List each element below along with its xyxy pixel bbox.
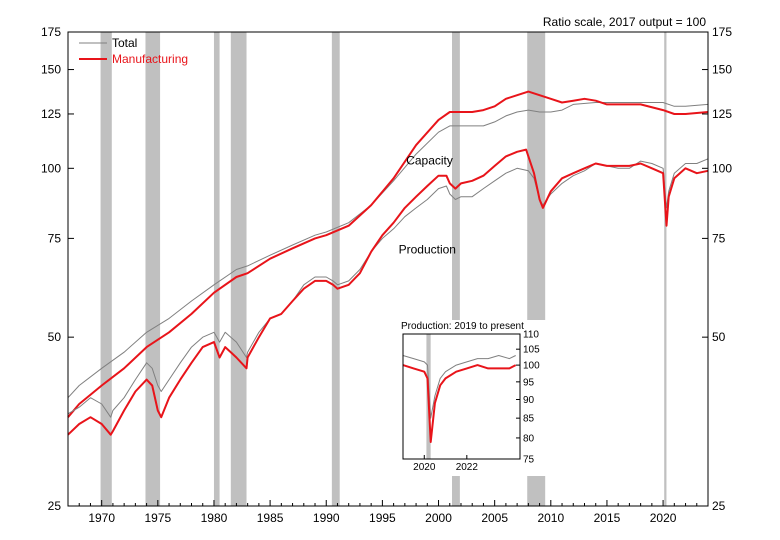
axes: 25 25 50 50 75 75 100 100 125 125 150 150 175 175 1970… <box>41 25 732 525</box>
x-tick-label-7: 2005 <box>481 511 508 525</box>
series-line-3 <box>67 148 709 436</box>
inset-y-tick-label-6: 105 <box>523 345 540 356</box>
plot-frame <box>67 31 709 507</box>
y-tick-label-left-4: 125 <box>41 107 61 121</box>
inset-title: Production: 2019 to present <box>401 321 524 332</box>
y-tick-label-left-0: 25 <box>48 499 62 513</box>
x-tick-label-9: 2015 <box>594 511 621 525</box>
series-line-0 <box>67 102 709 399</box>
y-tick-label-right-1: 50 <box>712 330 726 344</box>
inset-series-line-1 <box>402 364 517 443</box>
y-tick-label-left-1: 50 <box>48 330 62 344</box>
y-tick-label-left-5: 150 <box>41 63 61 77</box>
inset-y-tick-label-2: 85 <box>523 414 535 425</box>
y-tick-label-left-3: 100 <box>41 161 61 175</box>
y-tick-label-right-4: 125 <box>712 107 732 121</box>
x-tick-label-3: 1985 <box>257 511 284 525</box>
inset-y-tick-label-5: 100 <box>523 361 540 372</box>
recession-band-4 <box>331 32 340 506</box>
scale-note: Ratio scale, 2017 output = 100 <box>543 15 706 29</box>
y-tick-label-left-2: 75 <box>48 231 62 245</box>
legend: Total Manufacturing <box>79 36 188 66</box>
legend-label-manufacturing: Manufacturing <box>112 52 188 66</box>
series-line-2 <box>67 158 709 418</box>
x-tick-label-1: 1975 <box>144 511 171 525</box>
inset-background <box>397 320 548 476</box>
inset-chart: 75 80 85 90 95 100 105 110 2020 2022 Production: 2… <box>397 320 548 476</box>
series-line-1 <box>67 90 709 418</box>
y-tick-label-right-3: 100 <box>712 161 732 175</box>
legend-label-total: Total <box>112 36 137 50</box>
y-tick-label-right-2: 75 <box>712 231 726 245</box>
x-tick-label-2: 1980 <box>201 511 228 525</box>
x-tick-label-5: 1995 <box>369 511 396 525</box>
series-lines <box>67 90 709 436</box>
inset-y-tick-label-1: 80 <box>523 433 535 444</box>
inset-x-tick-label-1: 2022 <box>456 462 479 473</box>
x-tick-label-6: 2000 <box>425 511 452 525</box>
x-tick-label-8: 2010 <box>537 511 564 525</box>
x-tick-label-4: 1990 <box>313 511 340 525</box>
inset-y-tick-label-4: 95 <box>523 377 535 388</box>
recession-band-5 <box>452 32 460 506</box>
inset-frame <box>402 333 521 460</box>
inset-y-tick-label-3: 90 <box>523 395 535 406</box>
inset-x-tick-label-0: 2020 <box>413 462 436 473</box>
recession-band-0 <box>100 32 112 506</box>
recession-band-2 <box>213 32 220 506</box>
recession-band-7 <box>664 32 667 506</box>
annotation-production: Production <box>399 242 456 256</box>
annotation-capacity: Capacity <box>406 154 453 168</box>
x-tick-label-10: 2020 <box>650 511 677 525</box>
y-tick-label-right-6: 175 <box>712 25 732 39</box>
y-tick-label-left-6: 175 <box>41 25 61 39</box>
inset-y-tick-label-0: 75 <box>523 455 535 466</box>
inset-series-line-0 <box>402 355 516 419</box>
recession-band-1 <box>145 32 161 506</box>
x-tick-label-0: 1970 <box>88 511 115 525</box>
recession-bands <box>100 32 667 506</box>
inset-y-tick-label-7: 110 <box>523 330 539 341</box>
y-tick-label-right-5: 150 <box>712 63 732 77</box>
y-tick-label-right-0: 25 <box>712 499 726 513</box>
